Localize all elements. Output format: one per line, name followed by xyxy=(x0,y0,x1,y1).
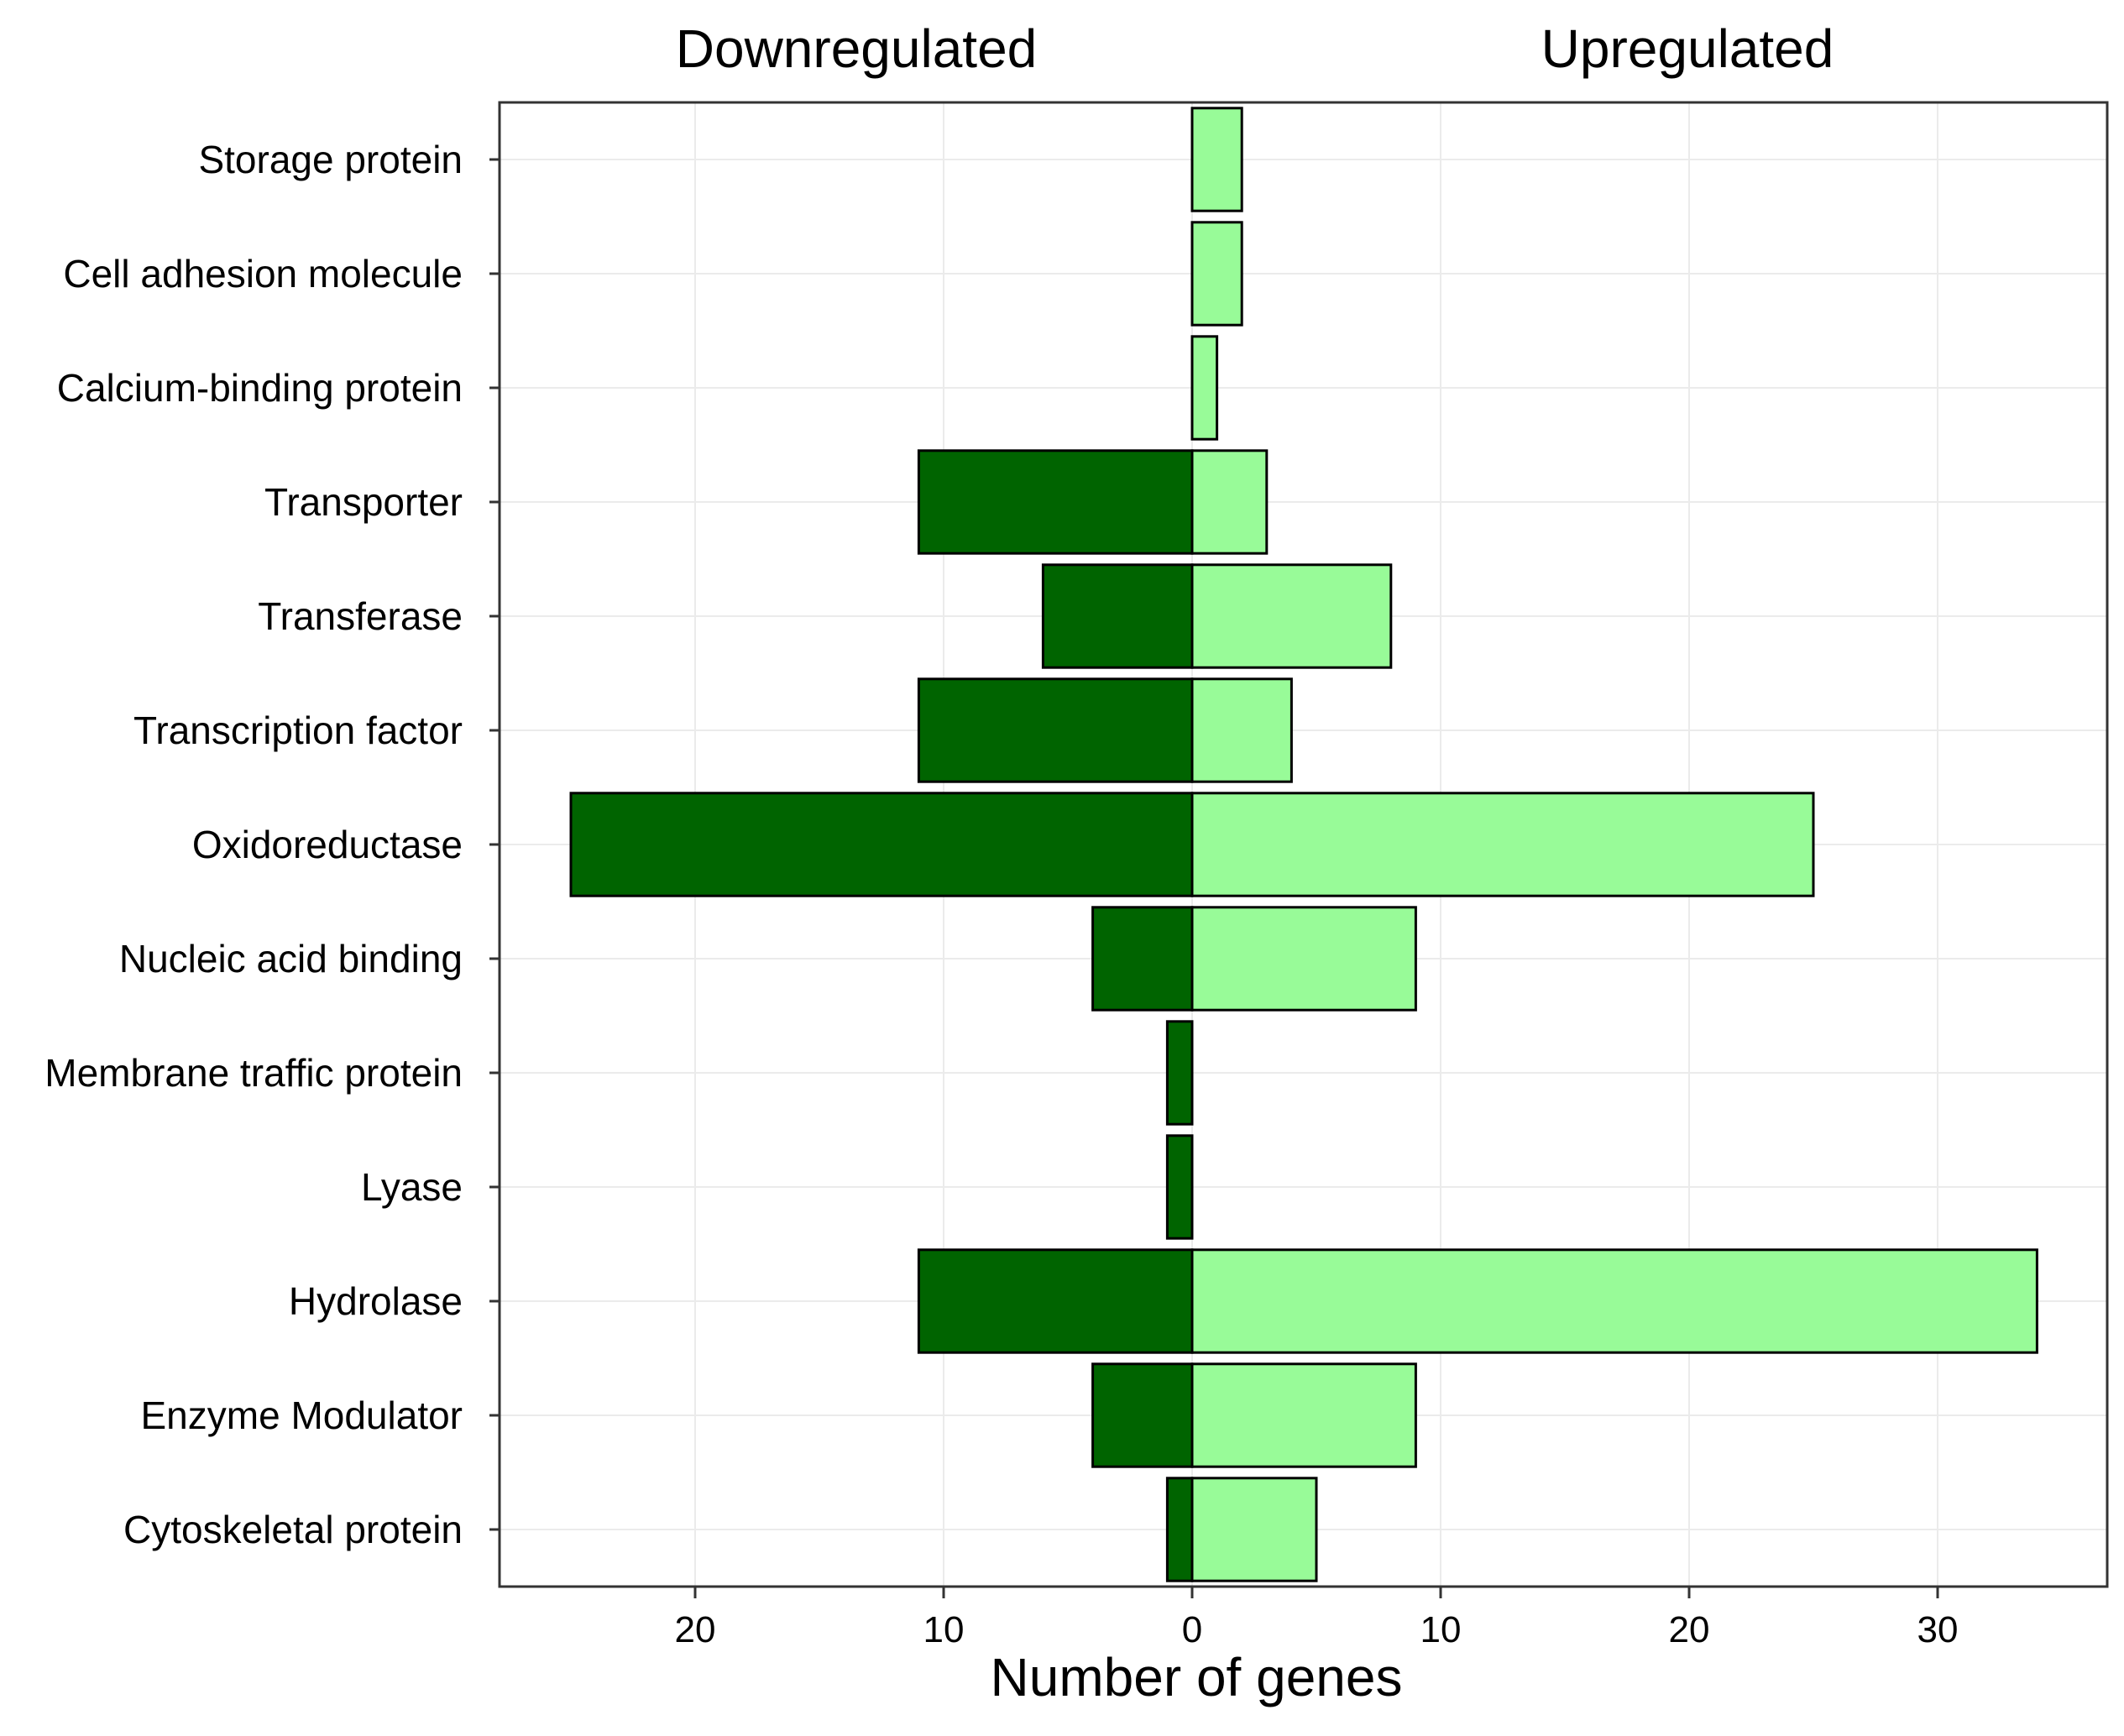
bars xyxy=(569,107,2038,1582)
bar-upregulated xyxy=(1190,792,1815,897)
category-label: Enzyme Modulator xyxy=(141,1394,463,1437)
upregulated-heading: Upregulated xyxy=(1541,18,1834,79)
bar-downregulated xyxy=(1091,1362,1194,1468)
y-axis-ticks xyxy=(489,158,500,1531)
bar-upregulated xyxy=(1190,107,1243,212)
category-label: Lyase xyxy=(361,1165,463,1209)
downregulated-heading: Downregulated xyxy=(676,18,1038,79)
category-label: Cell adhesion molecule xyxy=(63,252,463,295)
bar-upregulated xyxy=(1190,1248,2038,1354)
bar-downregulated xyxy=(917,677,1194,783)
category-label: Oxidoreductase xyxy=(192,823,463,866)
category-label: Membrane traffic protein xyxy=(44,1051,463,1095)
bar-upregulated xyxy=(1190,1362,1417,1468)
x-tick-label: 10 xyxy=(923,1609,965,1650)
bar-downregulated xyxy=(1165,1020,1194,1126)
bar-downregulated xyxy=(1165,1477,1194,1582)
bar-downregulated xyxy=(917,1248,1194,1354)
category-label: Hydrolase xyxy=(289,1279,463,1323)
category-label: Storage protein xyxy=(198,138,463,181)
bar-upregulated xyxy=(1190,563,1393,669)
bar-upregulated xyxy=(1190,449,1269,555)
x-tick-label: 30 xyxy=(1917,1609,1959,1650)
x-axis-ticks: 20 10 0 10 20 30 xyxy=(675,1587,1959,1650)
bar-upregulated xyxy=(1190,335,1219,441)
category-label: Calcium-binding protein xyxy=(57,366,463,410)
bar-downregulated xyxy=(569,792,1194,897)
bar-upregulated xyxy=(1190,677,1293,783)
category-label: Transporter xyxy=(264,480,463,524)
bar-upregulated xyxy=(1190,1477,1318,1582)
bar-downregulated xyxy=(917,449,1194,555)
bar-upregulated xyxy=(1190,906,1417,1012)
x-axis-title: Number of genes xyxy=(991,1647,1403,1707)
x-tick-label: 10 xyxy=(1420,1609,1462,1650)
y-axis-category-labels: Storage protein Cell adhesion molecule Cal… xyxy=(44,138,463,1551)
category-label: Nucleic acid binding xyxy=(119,937,463,980)
x-tick-label: 20 xyxy=(1669,1609,1710,1650)
category-label: Transferase xyxy=(258,594,463,638)
x-tick-label: 20 xyxy=(675,1609,716,1650)
bar-upregulated xyxy=(1190,221,1243,327)
category-label: Cytoskeletal protein xyxy=(123,1508,463,1551)
bar-downregulated xyxy=(1041,563,1194,669)
bar-downregulated xyxy=(1091,906,1194,1012)
bar-downregulated xyxy=(1165,1134,1194,1240)
x-tick-label: 0 xyxy=(1182,1609,1202,1650)
category-label: Transcription factor xyxy=(133,709,463,752)
